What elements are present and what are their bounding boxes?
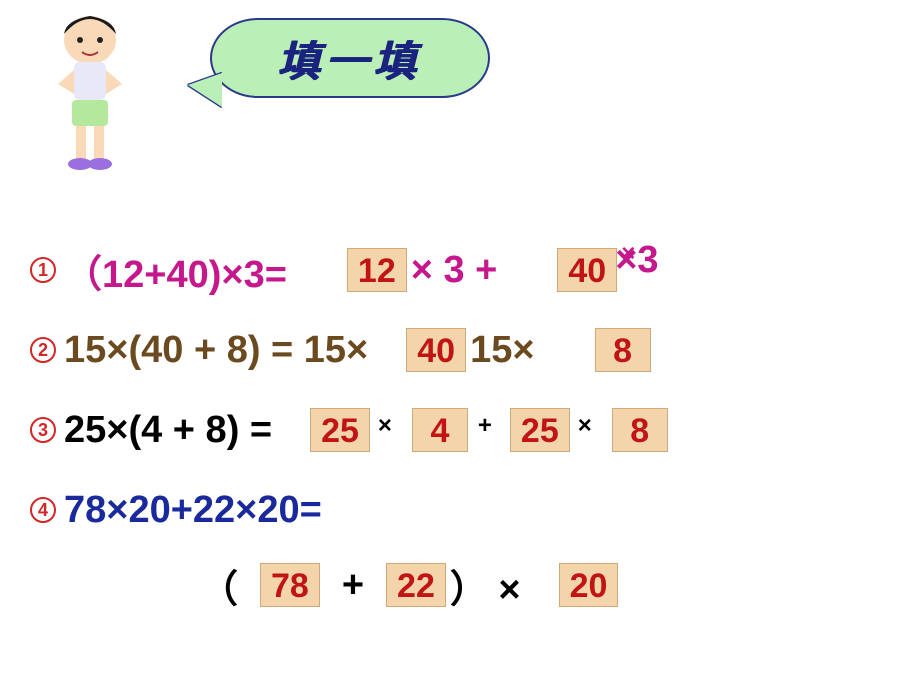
problem-row-1: 1 （12+40)×3= 12 × 3 + 40 × ×3 — [30, 230, 900, 310]
bubble-body: 填一填 — [210, 18, 490, 98]
answer-box: 25 — [310, 408, 370, 452]
problem-row-4: 4 78×20+22×20= — [30, 470, 900, 550]
bubble-title: 填一填 — [278, 28, 422, 89]
plus-sign: + — [342, 564, 364, 607]
answer-box: 40 — [406, 328, 466, 372]
problem-number-2: 2 — [30, 337, 56, 363]
problem-4-result-row: （ 78 + 22 ） × 20 — [30, 550, 900, 620]
paren-open: （ — [200, 558, 238, 613]
problem-row-3: 3 25×(4 + 8) = 25 × 4 + 25 × 8 — [30, 390, 900, 470]
problem-1-op1: × 3 + — [411, 249, 498, 292]
problem-number-1: 1 — [30, 257, 56, 283]
cartoon-character — [40, 10, 140, 180]
op-plus: + — [478, 412, 492, 440]
problem-3-lhs: 25×(4 + 8) = — [64, 409, 272, 452]
bubble-tail — [188, 73, 222, 107]
problem-2-mid: 15× — [470, 329, 534, 372]
answer-box: 20 — [559, 563, 619, 607]
problems-area: 1 （12+40)×3= 12 × 3 + 40 × ×3 2 15×(40 +… — [30, 230, 900, 620]
problem-1-lhs: （12+40)×3= — [64, 243, 287, 298]
problem-row-2: 2 15×(40 + 8) = 15× 40 15× 8 — [30, 310, 900, 390]
problem-2-lhs: 15×(40 + 8) = 15× — [64, 329, 368, 372]
problem-number-3: 3 — [30, 417, 56, 443]
answer-box: 8 — [612, 408, 668, 452]
paren-close-times: ） × — [450, 558, 521, 613]
op-times: × — [578, 412, 592, 440]
problem-4-lhs: 78×20+22×20= — [64, 489, 322, 532]
answer-box: 22 — [386, 563, 446, 607]
answer-box: 40 — [557, 248, 617, 292]
answer-box: 4 — [412, 408, 468, 452]
title-speech-bubble: 填一填 — [210, 18, 490, 108]
answer-box: 12 — [347, 248, 407, 292]
problem-1-op2: ×3 — [615, 239, 658, 282]
answer-box: 8 — [595, 328, 651, 372]
answer-box: 25 — [510, 408, 570, 452]
op-times: × — [378, 412, 392, 440]
problem-number-4: 4 — [30, 497, 56, 523]
answer-box: 78 — [260, 563, 320, 607]
